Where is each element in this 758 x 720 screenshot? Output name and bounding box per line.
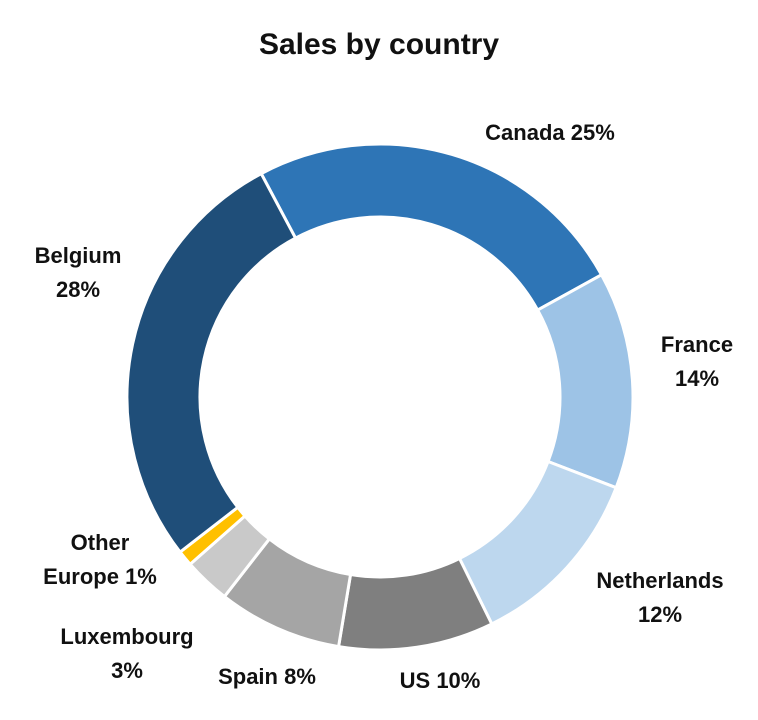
data-label: Canada 25%: [485, 116, 615, 150]
donut-segment: [125, 171, 298, 555]
donut-segment: [457, 459, 619, 626]
value-label: 1%: [125, 564, 157, 589]
data-label: Netherlands 12%: [596, 564, 723, 632]
value-label: 14%: [674, 366, 720, 391]
chart-title: Sales by country: [258, 28, 500, 61]
value-label: 10%: [436, 667, 481, 693]
data-label: Other Europe 1%: [40, 526, 160, 594]
donut-segment: [535, 272, 635, 490]
category-label: Other Europe: [43, 529, 130, 589]
data-label: France 14%: [661, 328, 733, 396]
data-label: Luxembourg 3%: [60, 620, 193, 688]
category-label: France: [660, 331, 734, 357]
category-label: Spain: [218, 663, 278, 689]
donut-segment: [259, 142, 604, 313]
category-label: Belgium: [34, 242, 122, 268]
data-label: US 10%: [400, 664, 481, 698]
value-label: 12%: [637, 602, 683, 627]
value-label: 3%: [111, 658, 143, 683]
category-label: US: [399, 667, 431, 693]
value-label: 25%: [570, 119, 615, 145]
category-label: Canada: [485, 119, 565, 145]
value-label: 28%: [55, 277, 101, 302]
category-label: Netherlands: [596, 567, 724, 593]
category-label: Luxembourg: [60, 623, 194, 649]
data-label: Belgium 28%: [35, 239, 122, 307]
data-label: Spain 8%: [218, 660, 316, 694]
value-label: 8%: [284, 663, 316, 689]
